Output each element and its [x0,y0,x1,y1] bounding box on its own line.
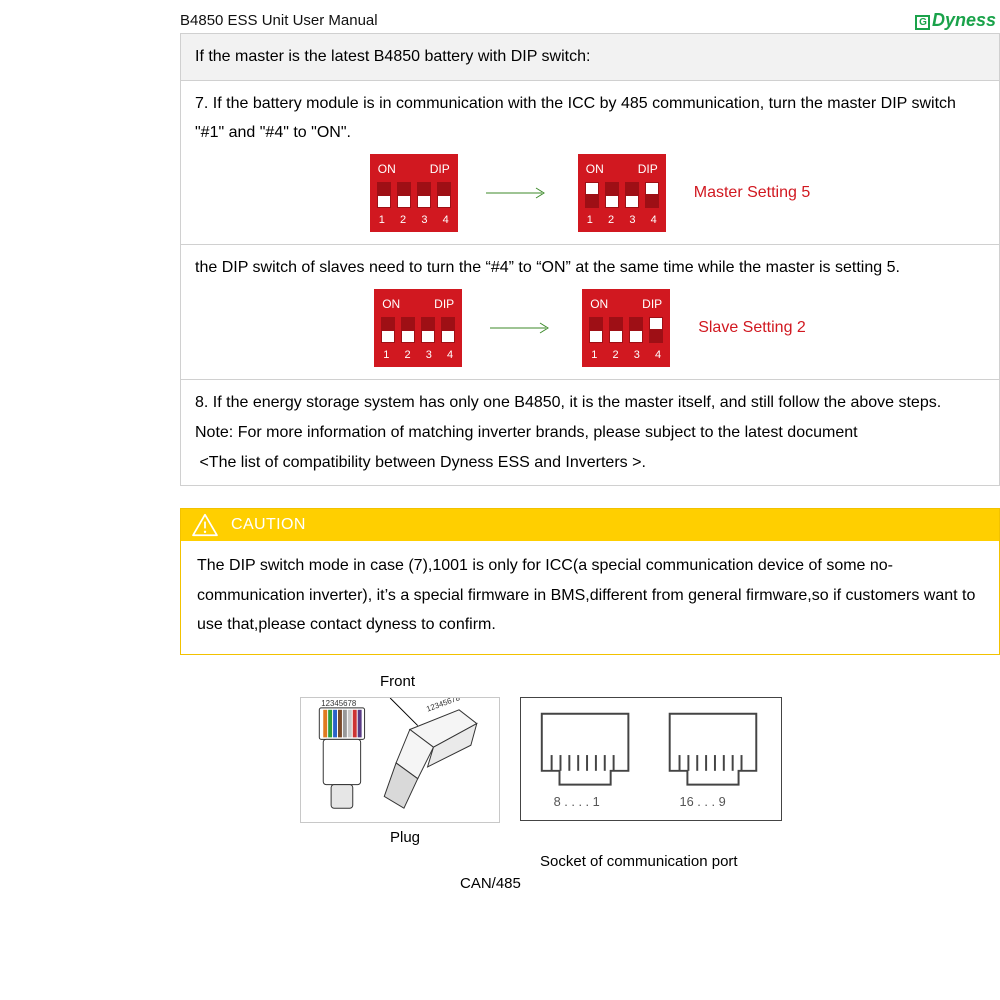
socket-illustration: 8 . . . . 1 16 . . . 9 [520,697,782,821]
table-row: 8. If the energy storage system has only… [181,380,1000,486]
brand-logo-icon: G [915,15,930,30]
step-text: the DIP switch of slaves need to turn th… [195,253,985,283]
table-row: the DIP switch of slaves need to turn th… [181,245,1000,380]
plug-illustration: 12345678 12345678 [300,697,500,823]
connector-diagram: Front Plug Socket of communication port … [180,673,1000,883]
arrow-icon [486,187,550,199]
step-text: <The list of compatibility between Dynes… [195,448,985,478]
doc-title: B4850 ESS Unit User Manual [180,12,378,29]
setting-label: Master Setting 5 [694,178,811,208]
dip-switch-after: ONDIP1234 [582,289,670,368]
dip-switch-before: ONDIP1234 [370,154,458,233]
step-text: 7. If the battery module is in communica… [195,89,985,148]
can-label: CAN/485 [460,875,521,892]
plug-label: Plug [390,829,420,846]
dip-switch-after: ONDIP1234 [578,154,666,233]
front-label: Front [380,673,415,690]
caution-box: CAUTION The DIP switch mode in case (7),… [180,508,1000,655]
table-row: 7. If the battery module is in communica… [181,80,1000,245]
dip-diagram-slave: ONDIP1234 ONDIP1234 Slave Setting 2 [195,283,985,372]
caution-body: The DIP switch mode in case (7),1001 is … [181,541,999,654]
svg-text:16 . . . 9: 16 . . . 9 [680,794,726,809]
table-row: If the master is the latest B4850 batter… [181,34,1000,81]
brand-logo: GDyness [915,10,996,31]
warning-icon [191,513,219,537]
svg-text:8 . . . . 1: 8 . . . . 1 [554,794,600,809]
instruction-table: If the master is the latest B4850 batter… [180,33,1000,486]
step-text: Note: For more information of matching i… [195,418,985,448]
caution-label: CAUTION [231,516,306,534]
setting-label: Slave Setting 2 [698,313,806,343]
socket-label: Socket of communication port [540,853,738,870]
step-text: 8. If the energy storage system has only… [195,388,985,418]
svg-text:12345678: 12345678 [321,699,357,708]
dip-switch-before: ONDIP1234 [374,289,462,368]
arrow-icon [490,322,554,334]
dip-diagram-master: ONDIP1234 ONDIP1234 Master Setting 5 [195,148,985,237]
